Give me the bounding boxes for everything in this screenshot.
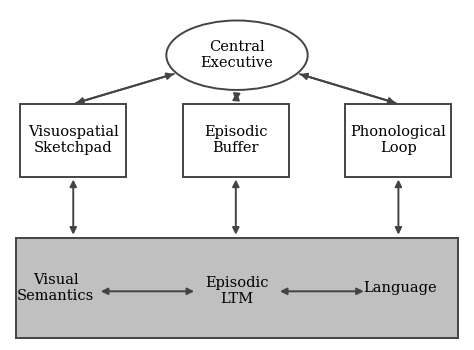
FancyBboxPatch shape [20,104,126,177]
Text: Phonological
Loop: Phonological Loop [350,125,446,155]
Text: Language: Language [363,281,437,295]
Text: Episodic
LTM: Episodic LTM [205,276,269,306]
Ellipse shape [166,21,308,90]
Text: Visual
Semantics: Visual Semantics [17,273,94,303]
Text: Episodic
Buffer: Episodic Buffer [204,125,267,155]
FancyBboxPatch shape [183,104,289,177]
FancyBboxPatch shape [346,104,451,177]
Bar [16,238,458,338]
Text: Visuospatial
Sketchpad: Visuospatial Sketchpad [28,125,118,155]
Text: Central
Executive: Central Executive [201,40,273,70]
